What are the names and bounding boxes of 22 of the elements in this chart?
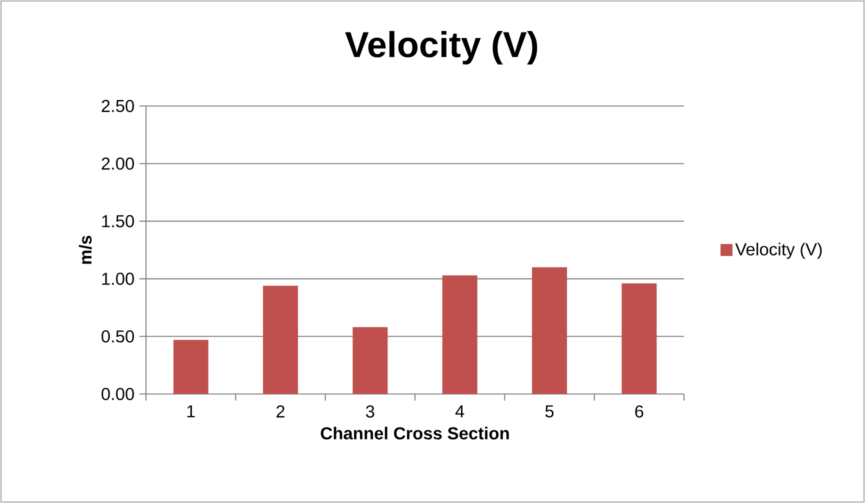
y-tick-label: 1.00 bbox=[102, 272, 134, 285]
x-tick-label: 4 bbox=[455, 405, 464, 418]
chart-title: Velocity (V) bbox=[345, 30, 538, 65]
x-tick-label: 2 bbox=[276, 405, 284, 418]
bar bbox=[173, 340, 208, 394]
y-tick-label: 0.50 bbox=[102, 330, 134, 343]
x-tick-label: 6 bbox=[635, 405, 644, 418]
y-tick-label: 2.00 bbox=[102, 157, 134, 170]
x-tick-label: 3 bbox=[366, 405, 374, 418]
x-tick-label: 5 bbox=[545, 405, 554, 418]
bar bbox=[532, 267, 567, 394]
bar bbox=[263, 286, 298, 394]
bar bbox=[352, 327, 388, 394]
y-tick-label: 1.50 bbox=[102, 215, 134, 228]
y-tick-label: 2.50 bbox=[102, 100, 134, 112]
y-axis-title: m/s bbox=[78, 236, 92, 264]
y-tick-label: 0.00 bbox=[102, 388, 134, 400]
bar bbox=[442, 275, 478, 394]
x-tick-label: 1 bbox=[187, 405, 195, 418]
legend-label: Velocity (V) bbox=[735, 242, 822, 259]
bar bbox=[622, 283, 657, 394]
x-axis-title: Channel Cross Section bbox=[320, 426, 509, 440]
